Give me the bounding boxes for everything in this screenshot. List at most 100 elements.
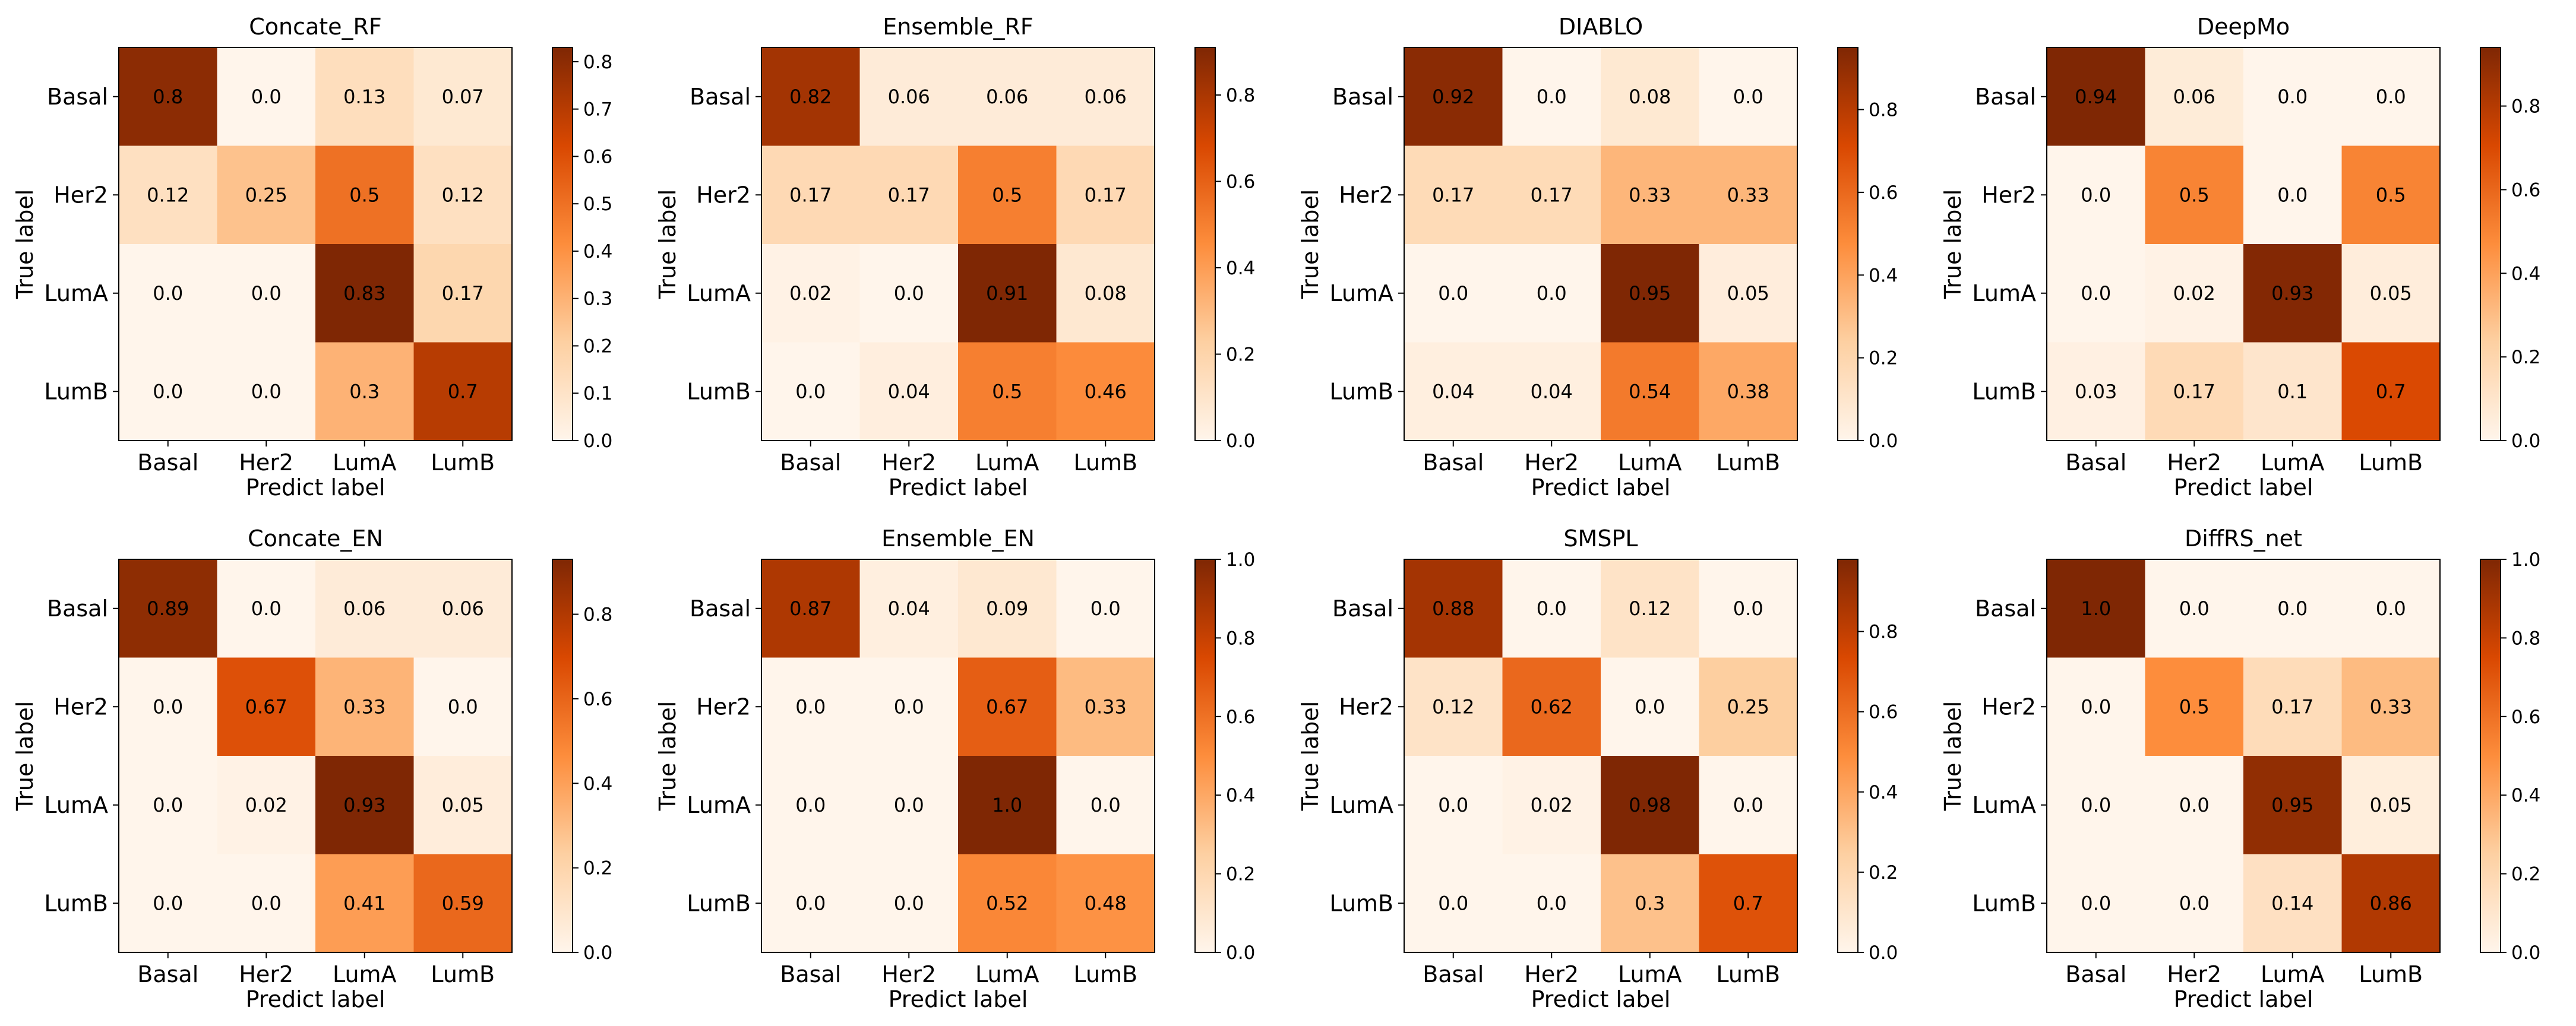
cell-value-label: 0.17 [789,183,832,206]
axes-frame [118,47,513,441]
colorbar-tick-label: 1.0 [2511,549,2540,571]
cell-value-label: 0.3 [1635,892,1665,914]
cell-lumb-basal [1404,342,1503,441]
y-tick-label: LumB [1972,378,2036,404]
cell-value-label: 0.5 [992,380,1022,403]
panel-diffrs-net: DiffRS_net 1.0 0.0 0.0 0.0 0.0 0.5 0.17 0.33 0.0 0… [1940,525,2540,1012]
x-tick-label: Basal [1423,961,1484,987]
colorbar-tick-label: 0.0 [2511,430,2540,452]
cell-value-label: 0.38 [1727,380,1769,403]
cell-her2-basal [2047,145,2145,245]
cell-value-label: 0.95 [2271,794,2313,816]
x-tick-label: Basal [137,449,198,476]
cell-value-label: 0.08 [1629,86,1671,108]
y-tick-label: Basal [47,84,108,110]
y-tick-label: Basal [1975,84,2036,110]
cell-lumb-lumb [1056,342,1155,441]
x-tick-label: LumB [1716,961,1780,987]
x-axis-label: Predict label [2174,474,2313,501]
cell-value-label: 0.03 [2075,380,2117,403]
cell-luma-luma [958,756,1057,854]
cell-luma-lumb [2341,244,2441,343]
colorbar-tick-label: 0.8 [2511,96,2540,118]
cell-value-label: 0.67 [245,695,287,718]
x-tick-label: LumA [333,961,397,987]
cell-value-label: 0.0 [1438,794,1468,816]
cell-basal-basal [1404,559,1503,658]
colorbar-tick-label: 0.6 [1869,702,1898,723]
colorbar-tick-label: 0.5 [583,194,612,215]
colorbar-tick-label: 0.2 [1226,864,1255,885]
cell-her2-her2 [859,145,959,245]
colorbar-tick-label: 0.2 [1226,344,1255,366]
y-axis-label: True label [1940,189,1966,300]
cell-value-label: 0.0 [1438,282,1468,305]
cell-lumb-her2 [2145,854,2244,953]
x-tick-label: LumB [1073,449,1137,476]
cell-value-label: 0.33 [343,695,385,718]
cell-value-label: 0.0 [795,794,826,816]
cell-value-label: 0.0 [1537,86,1567,108]
cell-luma-lumb [1056,244,1155,343]
colorbar-tick-label: 0.4 [1226,258,1255,279]
y-tick-label: Basal [1332,84,1393,110]
y-tick-label: Her2 [1339,182,1393,208]
colorbar-tick-label: 0.6 [583,146,612,167]
cell-lumb-her2 [859,854,959,953]
cell-lumb-basal [2047,854,2145,953]
cell-value-label: 0.12 [1432,695,1474,718]
cell-basal-luma [315,48,414,146]
cell-lumb-basal [119,342,217,441]
x-tick-label: LumB [2359,449,2423,476]
cell-value-label: 0.0 [1733,86,1763,108]
y-tick-label: Her2 [53,182,108,208]
y-axis-label: True label [1940,701,1966,812]
cell-value-label: 0.0 [1537,282,1567,305]
cell-value-label: 0.86 [2370,892,2412,914]
cell-value-label: 0.62 [1531,695,1573,718]
cell-value-label: 0.94 [2075,86,2117,108]
cell-luma-her2 [217,244,316,343]
cell-luma-luma [1601,244,1699,343]
x-tick-label: LumA [2261,449,2325,476]
cell-lumb-her2 [859,342,959,441]
cell-basal-lumb [1056,48,1155,146]
cell-luma-her2 [1502,756,1601,854]
colorbar [1837,559,1858,953]
cell-luma-luma [315,244,414,343]
cell-her2-lumb [2341,657,2441,756]
cell-value-label: 0.04 [1531,380,1573,403]
x-tick-label: Her2 [881,961,936,987]
cell-value-label: 0.06 [986,86,1028,108]
cell-luma-basal [2047,244,2145,343]
y-tick-label: Her2 [53,694,108,720]
cell-value-label: 0.48 [1085,892,1127,914]
x-tick-label: LumA [975,449,1039,476]
cell-her2-luma [2243,145,2342,245]
cell-luma-lumb [1056,756,1155,854]
cell-basal-luma [1601,48,1699,146]
cell-her2-lumb [1056,145,1155,245]
cell-her2-her2 [1502,145,1601,245]
cell-value-label: 0.5 [349,183,380,206]
colorbar-tick-label: 0.2 [583,858,612,879]
x-tick-label: Her2 [1524,449,1579,476]
cell-value-label: 0.05 [2370,794,2412,816]
cell-value-label: 0.0 [1091,597,1121,620]
cell-value-label: 0.0 [2081,183,2111,206]
cell-value-label: 0.33 [1629,183,1671,206]
colorbar [1194,47,1216,441]
cell-value-label: 0.0 [1635,695,1665,718]
cell-luma-her2 [217,756,316,854]
cell-value-label: 0.0 [2179,794,2210,816]
cell-value-label: 0.0 [251,380,282,403]
x-tick-label: LumB [1073,961,1137,987]
cell-lumb-her2 [2145,342,2244,441]
cell-value-label: 0.98 [1629,794,1671,816]
cell-value-label: 0.59 [442,892,484,914]
cell-value-label: 0.06 [343,597,385,620]
colorbar-tick-label: 0.0 [583,942,612,964]
cell-value-label: 0.88 [1432,597,1474,620]
cell-value-label: 0.02 [245,794,287,816]
cell-lumb-basal [1404,854,1503,953]
